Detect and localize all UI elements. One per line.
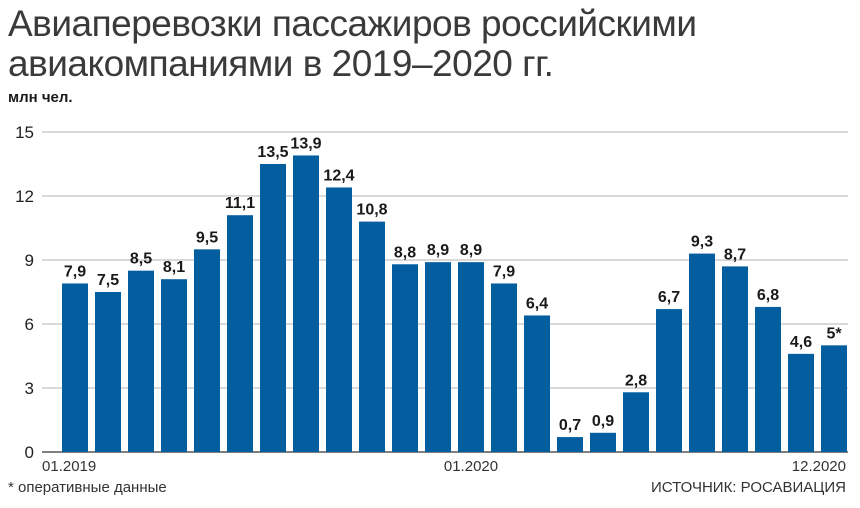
bar <box>293 155 319 452</box>
bar <box>623 392 649 452</box>
x-axis-ticks: 01.2019 01.2020 12.2020 <box>42 458 846 475</box>
bar <box>689 253 715 452</box>
value-label: 7,9 <box>64 263 86 280</box>
chart-title-line-2: авиакомпаниями в 2019–2020 гг. <box>8 43 554 84</box>
value-label: 0,9 <box>592 413 614 430</box>
bar <box>425 262 451 452</box>
x-tick-label: 12.2020 <box>792 458 846 475</box>
value-label: 6,7 <box>658 289 680 306</box>
value-label: 9,3 <box>691 234 713 251</box>
value-label: 7,5 <box>97 272 119 289</box>
bar <box>359 221 385 452</box>
bar <box>755 306 781 452</box>
y-axis-units-label: млн чел. <box>8 89 73 106</box>
y-tick-label: 15 <box>15 123 34 142</box>
bar <box>722 266 748 452</box>
bar <box>326 187 352 452</box>
y-tick-label: 6 <box>25 315 34 334</box>
bar <box>161 279 187 452</box>
bar <box>392 264 418 452</box>
chart-title-line-1: Авиаперевозки пассажиров российскими <box>8 3 697 44</box>
value-label: 8,9 <box>427 242 449 259</box>
bar <box>788 353 814 452</box>
value-label: 10,8 <box>356 202 387 219</box>
y-tick-label: 9 <box>25 251 34 270</box>
value-labels: 7,9 7,5 8,5 8,1 9,5 11,1 13,513,912,4 10,8 8,8 8,… <box>64 135 842 434</box>
x-tick-label: 01.2020 <box>444 458 498 475</box>
bar <box>194 249 220 452</box>
value-label: 7,9 <box>493 263 515 280</box>
value-label: 8,1 <box>163 259 185 276</box>
bar <box>260 164 286 452</box>
value-label: 12,4 <box>323 167 354 184</box>
value-label: 6,4 <box>526 295 548 312</box>
bar <box>95 292 121 452</box>
y-axis-ticks: 0 3 6 9 12 15 <box>15 123 34 462</box>
bar <box>656 309 682 452</box>
bar <box>458 262 484 452</box>
y-tick-label: 12 <box>15 187 34 206</box>
bar <box>821 345 847 452</box>
footnote: * оперативные данные <box>8 479 167 496</box>
value-label: 4,6 <box>790 334 812 351</box>
bar <box>557 437 583 452</box>
bar <box>227 215 253 452</box>
value-label: 6,8 <box>757 287 779 304</box>
value-label: 8,8 <box>394 244 416 261</box>
bar <box>128 270 154 452</box>
value-label: 8,9 <box>460 242 482 259</box>
value-label: 2,8 <box>625 372 647 389</box>
value-label: 8,7 <box>724 246 746 263</box>
value-label: 0,7 <box>559 417 581 434</box>
value-label: 9,5 <box>196 229 218 246</box>
bar <box>491 283 517 452</box>
bar <box>524 315 550 452</box>
source-label: ИСТОЧНИК: РОСАВИАЦИЯ <box>651 479 846 496</box>
bars <box>62 155 847 452</box>
value-label: 5* <box>826 325 842 342</box>
chart-title: Авиаперевозки пассажиров российскими ави… <box>8 4 697 84</box>
value-label: 13,5 <box>257 144 288 161</box>
value-label: 13,9 <box>290 135 321 152</box>
bar <box>62 283 88 452</box>
value-label: 11,1 <box>225 195 255 212</box>
value-label: 8,5 <box>130 251 152 268</box>
y-tick-label: 0 <box>25 443 34 462</box>
x-tick-label: 01.2019 <box>42 458 96 475</box>
y-tick-label: 3 <box>25 379 34 398</box>
bar <box>590 432 616 452</box>
